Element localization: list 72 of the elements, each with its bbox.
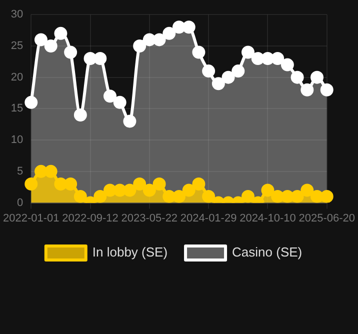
point (192, 46, 206, 59)
point (84, 52, 97, 66)
point (24, 96, 38, 109)
point (103, 184, 116, 197)
point (94, 52, 107, 66)
point (123, 184, 136, 197)
point (290, 70, 304, 84)
point (64, 46, 78, 59)
point (113, 184, 126, 197)
point (290, 190, 304, 203)
x-tick-label: 2022-09-12 (62, 212, 118, 224)
x-tick-label: 2022-01-01 (2, 212, 60, 224)
x-tick-label: 2024-10-10 (240, 212, 296, 224)
point (232, 64, 245, 78)
point (142, 33, 156, 46)
point (172, 190, 186, 203)
point (202, 190, 216, 203)
point (142, 184, 156, 197)
point (162, 190, 176, 203)
legend-label: In lobby (SE) (92, 244, 168, 260)
point (212, 77, 225, 90)
point (192, 177, 206, 190)
y-tick-label: 20 (10, 71, 24, 84)
point (202, 64, 216, 78)
point (123, 114, 136, 128)
point (172, 20, 186, 34)
point (271, 190, 284, 203)
point (222, 70, 235, 84)
point (64, 177, 78, 190)
point (152, 177, 166, 190)
y-tick-label: 5 (17, 165, 24, 178)
y-tick-label: 0 (17, 196, 24, 209)
y-tick-label: 15 (10, 102, 24, 115)
point (242, 190, 255, 203)
point (54, 177, 68, 190)
point (300, 184, 314, 197)
point (261, 184, 274, 197)
point (251, 52, 264, 66)
point (242, 46, 255, 59)
point (34, 164, 48, 178)
point (261, 52, 274, 66)
point (300, 83, 314, 96)
point (94, 190, 107, 203)
point (310, 190, 324, 203)
point (280, 58, 294, 72)
point (133, 177, 146, 190)
point (280, 190, 294, 203)
point (74, 108, 87, 122)
point (133, 39, 146, 52)
point (113, 96, 126, 109)
point (182, 20, 196, 34)
point (103, 90, 116, 103)
point (74, 190, 87, 203)
point (54, 26, 68, 40)
point (44, 164, 58, 178)
point (162, 26, 176, 40)
point (310, 70, 324, 84)
point (152, 33, 166, 46)
x-tick-label: 2023-05-22 (121, 212, 178, 224)
y-tick-label: 25 (10, 40, 24, 52)
x-tick-label: 2024-01-29 (180, 212, 237, 224)
point (44, 39, 58, 52)
y-tick-label: 10 (10, 134, 24, 146)
point (271, 52, 284, 66)
legend-label: Casino (SE) (232, 244, 302, 260)
x-tick-label: 2025-06-20 (298, 212, 356, 224)
point (320, 190, 334, 203)
point (320, 83, 334, 96)
point (182, 184, 196, 197)
y-tick-label: 30 (10, 8, 24, 21)
point (34, 33, 48, 46)
point (24, 177, 38, 190)
